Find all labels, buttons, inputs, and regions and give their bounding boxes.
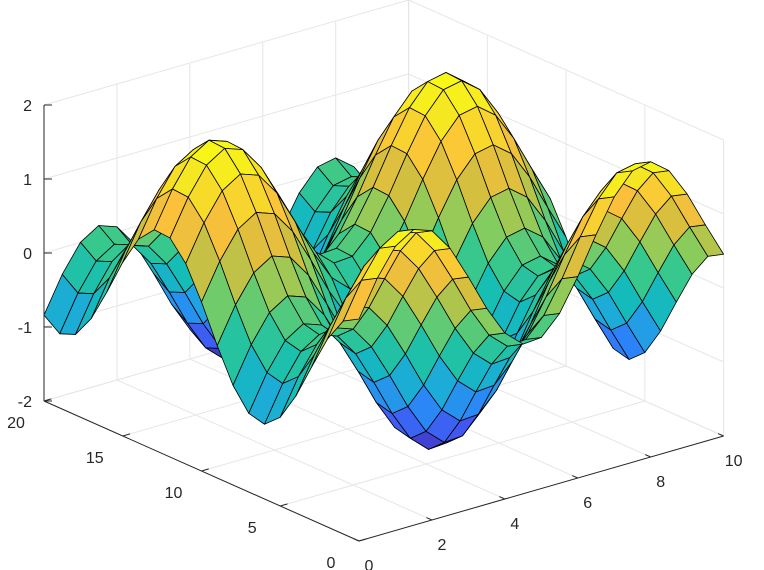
x-tick-mark [644,454,651,458]
x-tick-label: 2 [437,537,446,554]
x-axis-line [358,435,724,542]
z-tick-label: 1 [23,172,32,189]
z-tick-label: 0 [23,246,32,263]
x-tick-mark [572,475,578,479]
grid-line [43,73,409,180]
x-tick-label: 10 [725,453,743,470]
y-tick-label: 0 [327,555,336,570]
y-tick-mark [280,503,288,507]
z-tick-label: 2 [23,98,32,115]
grid-line [201,365,567,472]
z-tick-label: -2 [18,394,32,411]
y-tick-mark [122,433,131,437]
z-tick-label: -1 [18,320,32,337]
y-tick-label: 15 [86,450,104,467]
tick-label-layer: 0 2 4 6 8 10 0 5 10 15 20 -2 -1 0 1 2 [7,98,742,570]
x-tick-label: 4 [510,516,519,533]
grid-line [280,400,645,507]
y-tick-mark [358,538,367,542]
axis-layer [43,104,724,542]
surface-layer [43,72,724,450]
y-tick-label: 20 [7,415,25,432]
x-tick-label: 8 [656,474,665,491]
y-tick-label: 10 [165,485,183,502]
y-tick-mark [201,468,209,472]
x-tick-mark [499,496,506,500]
grid-line [43,0,409,106]
x-tick-mark [717,433,724,437]
x-tick-label: 6 [583,495,592,512]
grid-line [408,0,724,141]
x-tick-label: 0 [365,558,374,570]
surface-facet [342,277,378,322]
x-tick-mark [353,538,360,542]
y-tick-label: 5 [248,520,257,537]
x-tick-mark [426,517,433,521]
